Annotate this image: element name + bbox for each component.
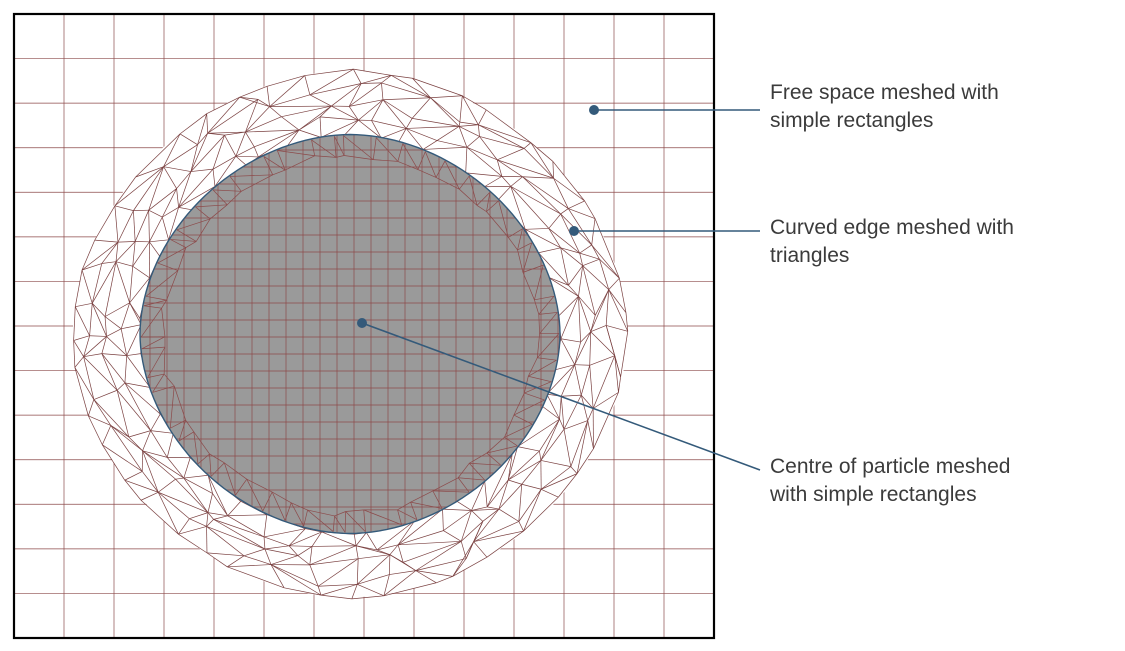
label-centre-particle-text: Centre of particle meshedwith simple rec… xyxy=(770,455,1010,506)
label-curved-edge: Curved edge meshed withtriangles xyxy=(770,214,1014,271)
label-centre-particle: Centre of particle meshedwith simple rec… xyxy=(770,453,1010,510)
label-curved-edge-text: Curved edge meshed withtriangles xyxy=(770,216,1014,267)
label-free-space-text: Free space meshed withsimple rectangles xyxy=(770,81,999,132)
diagram-stage: Free space meshed withsimple rectangles … xyxy=(0,0,1125,651)
label-free-space: Free space meshed withsimple rectangles xyxy=(770,79,999,136)
